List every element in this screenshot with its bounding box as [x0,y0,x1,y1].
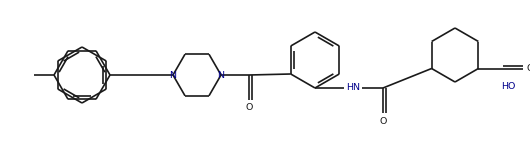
Text: HN: HN [346,84,360,93]
Text: O: O [527,64,530,73]
Text: HO: HO [501,82,516,91]
Text: N: N [170,70,176,80]
Text: O: O [379,117,387,126]
Text: O: O [245,103,253,112]
Text: N: N [217,70,225,80]
